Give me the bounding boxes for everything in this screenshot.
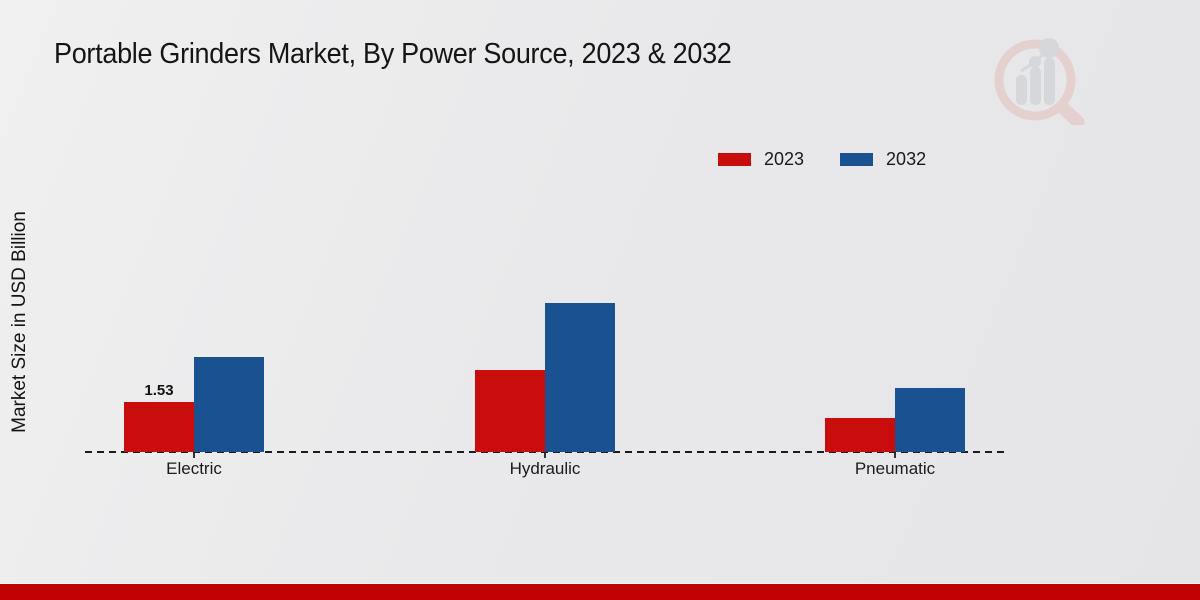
chart-title: Portable Grinders Market, By Power Sourc…: [54, 38, 732, 70]
bar-electric-2023: [124, 402, 194, 452]
bar-pneumatic-2032: [895, 388, 965, 452]
axis-tick-electric: [193, 453, 195, 458]
bar-hydraulic-2032: [545, 303, 615, 452]
x-axis-baseline: [85, 451, 1007, 453]
magnifier-bar-chart-watermark-icon: [994, 38, 1085, 125]
category-label-hydraulic: Hydraulic: [509, 459, 581, 478]
legend-item-2032: 2032: [840, 149, 926, 170]
bar-pneumatic-2023: [825, 418, 895, 452]
legend-swatch-2032-icon: [840, 153, 874, 166]
axis-tick-hydraulic: [544, 453, 546, 458]
legend-item-2023: 2023: [718, 149, 804, 170]
axis-tick-pneumatic: [894, 453, 896, 458]
bar-hydraulic-2023: [475, 370, 545, 452]
legend-label-2032: 2032: [886, 149, 927, 169]
footer-accent-bar: [0, 584, 1200, 600]
bar-electric-2032: [194, 357, 264, 452]
category-label-electric: Electric: [166, 459, 222, 478]
legend-swatch-2023-icon: [718, 153, 751, 166]
category-label-pneumatic: Pneumatic: [854, 459, 936, 478]
legend-label-2023: 2023: [764, 149, 805, 169]
legend: 2023 2032: [718, 149, 962, 170]
bar-value-label-electric-2023: 1.53: [144, 382, 174, 399]
